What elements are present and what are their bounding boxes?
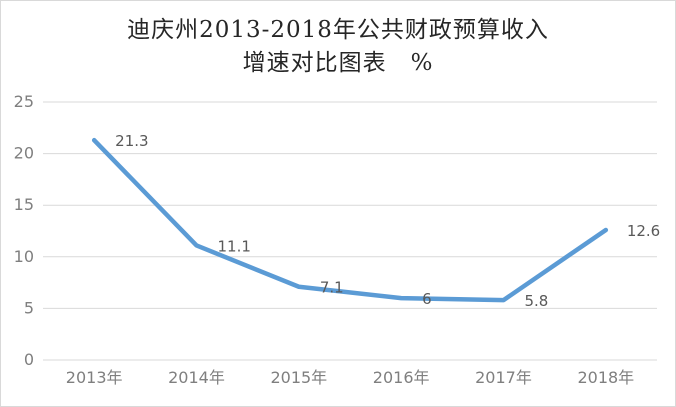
chart-title-line1: 迪庆州2013-2018年公共财政预算收入 [127,17,549,43]
data-point-label: 21.3 [115,132,148,150]
chart-title-line2: 增速对比图表 % [242,50,434,76]
data-point-label: 7.1 [320,279,344,297]
data-point-label: 6 [422,290,432,308]
chart-title: 迪庆州2013-2018年公共财政预算收入 增速对比图表 % [1,14,675,80]
x-axis-tick-label: 2013年 [66,368,123,387]
data-point-label: 12.6 [627,222,660,240]
y-axis-tick-label: 5 [24,298,34,317]
y-axis-tick-label: 10 [14,247,34,266]
data-point-label: 5.8 [525,292,549,310]
y-axis-tick-label: 0 [24,350,34,369]
x-axis-tick-label: 2014年 [168,368,225,387]
y-axis-tick-label: 20 [14,144,34,163]
x-axis-tick-label: 2017年 [475,368,532,387]
data-series-line [91,137,609,303]
x-axis-tick-label: 2015年 [270,368,327,387]
y-axis-tick-label: 25 [14,92,34,111]
x-axis-tick-label: 2018年 [577,368,634,387]
data-point-label: 11.1 [218,237,251,255]
y-axis-tick-label: 15 [14,195,34,214]
x-axis-tick-label: 2016年 [373,368,430,387]
